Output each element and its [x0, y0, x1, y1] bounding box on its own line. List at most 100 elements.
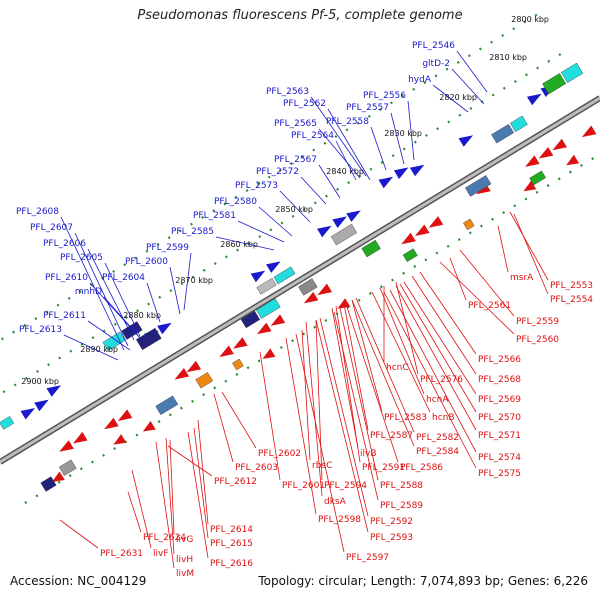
- forward-gene-arrow: [46, 385, 62, 397]
- reverse-label-leader: [389, 289, 477, 453]
- tick-label: 2820 kbp: [439, 93, 477, 102]
- reverse-label-leader: [343, 303, 369, 431]
- forward-label-leader: [300, 176, 327, 205]
- feature-block: [195, 372, 214, 389]
- tick-label: 2850 kbp: [275, 205, 313, 214]
- reverse-gene-arrow: [104, 417, 119, 430]
- forward-label-leader: [310, 96, 367, 177]
- reverse-label-leader: [315, 319, 369, 533]
- tick-label: 2800 kbp: [511, 15, 549, 24]
- forward-label-leader: [279, 190, 311, 223]
- reverse-gene-label: livG: [176, 535, 193, 545]
- reverse-tick-track: [24, 152, 600, 504]
- forward-gene-arrow: [266, 261, 281, 273]
- feature-block: [155, 395, 179, 416]
- reverse-gene-label: PFL_2570: [478, 413, 521, 423]
- forward-gene-arrow: [346, 210, 361, 222]
- tick-label: 2830 kbp: [384, 129, 422, 138]
- reverse-label-leader: [305, 321, 323, 497]
- reverse-label-leader: [315, 319, 323, 481]
- forward-label-leader: [456, 50, 488, 93]
- forward-gene-arrow: [378, 176, 394, 189]
- forward-gene-label: PFL_2573: [235, 181, 278, 191]
- reverse-gene-label: PFL_2594: [324, 481, 367, 491]
- reverse-gene-arrow: [256, 322, 272, 335]
- feature-block: [232, 358, 244, 371]
- reverse-gene-label: livF: [153, 549, 169, 559]
- forward-gene-label: PFL_2563: [266, 87, 309, 97]
- reverse-label-leader: [213, 393, 234, 463]
- reverse-gene-arrow: [113, 434, 127, 445]
- reverse-gene-label: PFL_2575: [478, 469, 521, 479]
- reverse-gene-label: livM: [176, 569, 194, 579]
- reverse-gene-arrow: [414, 224, 430, 236]
- reverse-gene-label: PFL_2554: [550, 295, 593, 305]
- reverse-label-leader: [399, 283, 477, 413]
- feature-block: [509, 115, 528, 133]
- reverse-gene-label: rbsC: [312, 461, 332, 471]
- reverse-label-leader: [355, 297, 415, 433]
- reverse-label-leader: [319, 317, 369, 517]
- reverse-gene-label: PFL_2576: [420, 375, 463, 385]
- map-title: Pseudomonas fluorescens Pf-5, complete g…: [137, 8, 463, 23]
- reverse-gene-arrow: [317, 283, 333, 296]
- feature-block: [0, 416, 15, 430]
- reverse-label-leader: [351, 299, 383, 413]
- reverse-gene-arrow: [219, 345, 234, 357]
- reverse-gene-label: dksA: [324, 497, 347, 507]
- reverse-gene-arrow: [142, 420, 156, 432]
- reverse-gene-label: PFL_2560: [516, 335, 559, 345]
- forward-label-leader: [63, 334, 119, 361]
- reverse-gene-label: PFL_2553: [550, 281, 593, 291]
- reverse-gene-arrow: [552, 138, 567, 151]
- feature-block: [402, 248, 418, 263]
- reverse-label-leader: [339, 307, 379, 481]
- forward-gene-label: PFL_2604: [102, 273, 145, 283]
- forward-label-leader: [407, 100, 415, 161]
- reverse-label-leader: [333, 311, 379, 501]
- feature-block: [256, 298, 281, 319]
- reverse-gene-label: hcnC: [386, 363, 409, 373]
- forward-label-leader: [146, 282, 161, 323]
- reverse-gene-arrow: [525, 155, 540, 167]
- reverse-gene-label: PFL_2592: [370, 517, 413, 527]
- tick-label: 2880 kbp: [123, 311, 161, 320]
- reverse-gene-label: PFL_2631: [100, 549, 143, 559]
- reverse-label-leader: [301, 329, 311, 461]
- forward-label-leader: [74, 232, 129, 347]
- feature-block: [465, 175, 492, 197]
- reverse-gene-arrow: [566, 154, 580, 166]
- feature-block: [40, 476, 57, 492]
- reverse-gene-arrow: [117, 409, 133, 421]
- reverse-gene-arrow: [72, 431, 88, 444]
- forward-label-leader: [87, 320, 131, 351]
- feature-block: [240, 310, 261, 329]
- forward-gene-arrow: [316, 225, 332, 238]
- reverse-gene-label: PFL_2601: [282, 481, 325, 491]
- forward-gene-label: PFL_2557: [346, 103, 389, 113]
- reverse-gene-arrow: [428, 216, 444, 228]
- reverse-label-leader: [295, 333, 345, 553]
- reverse-gene-arrow: [581, 125, 597, 138]
- reverse-gene-arrow: [538, 147, 554, 159]
- forward-gene-label: PFL_2600: [125, 257, 168, 267]
- reverse-label-leader: [335, 305, 361, 463]
- reverse-gene-label: ilvB: [360, 449, 377, 459]
- reverse-label-leader: [331, 307, 359, 449]
- reverse-label-leader: [131, 469, 152, 549]
- reverse-gene-label: PFL_2615: [210, 539, 253, 549]
- reverse-label-leader: [439, 261, 515, 335]
- feature-block: [542, 73, 567, 95]
- forward-gene-arrow: [20, 407, 36, 420]
- reverse-label-leader: [371, 291, 431, 413]
- forward-gene-label: PFL_2581: [193, 211, 236, 221]
- reverse-gene-label: PFL_2612: [214, 477, 257, 487]
- reverse-label-leader: [351, 299, 415, 447]
- forward-gene-arrow: [409, 164, 425, 177]
- reverse-gene-label: PFL_2587: [370, 431, 413, 441]
- tick-label: 2900 kbp: [21, 377, 59, 386]
- forward-gene-label: PFL_2558: [326, 117, 369, 127]
- reverse-gene-label: PFL_2574: [478, 453, 521, 463]
- reverse-gene-label: PFL_2584: [416, 447, 459, 457]
